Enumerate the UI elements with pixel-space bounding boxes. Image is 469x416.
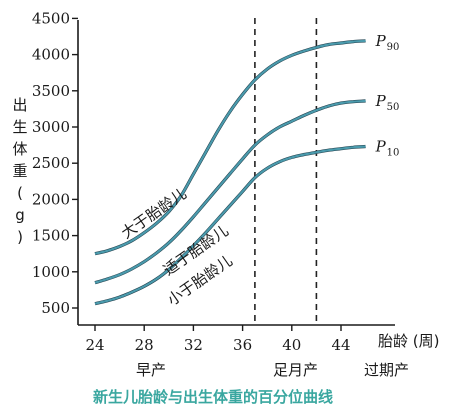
period-dividers bbox=[254, 18, 318, 325]
series-label-letter: P bbox=[375, 92, 387, 110]
y-tick-label: 2000 bbox=[32, 190, 70, 208]
y-axis-label-char: 出 bbox=[12, 96, 27, 114]
y-tick-label: 4000 bbox=[32, 46, 70, 64]
x-axis-label: 胎龄 (周) bbox=[378, 332, 439, 350]
y-tick-label: 2500 bbox=[32, 154, 70, 172]
x-ticks: 24 28 32 36 40 44 bbox=[85, 325, 351, 354]
period-label-term: 足月产 bbox=[273, 361, 318, 379]
y-ticks: 500 1000 1500 2000 2500 3000 3500 4000 4500 bbox=[32, 9, 78, 317]
series-label-p50: P 50 bbox=[375, 92, 400, 113]
series-label-p90: P 90 bbox=[375, 32, 400, 53]
y-tick-label: 500 bbox=[41, 299, 70, 317]
period-label-postterm: 过期产 bbox=[364, 361, 409, 379]
x-tick-label: 24 bbox=[85, 336, 104, 354]
y-tick-label: 3000 bbox=[32, 118, 70, 136]
x-tick-label: 32 bbox=[184, 336, 203, 354]
y-axis-label-char: ) bbox=[17, 228, 23, 246]
axes bbox=[77, 20, 395, 326]
y-axis-label-char: 体 bbox=[12, 140, 27, 158]
series-label-subscript: 10 bbox=[387, 148, 400, 159]
y-axis-label-char: ( bbox=[17, 184, 23, 202]
series-label-p10: P 10 bbox=[375, 138, 400, 159]
series-labels: P 90P 50P 10 bbox=[375, 32, 400, 159]
curve-p50 bbox=[94, 99, 366, 284]
percentile-curves bbox=[94, 39, 366, 306]
curve-outline-p50 bbox=[94, 99, 366, 285]
series-label-subscript: 50 bbox=[387, 102, 400, 113]
period-label-preterm: 早产 bbox=[136, 361, 166, 379]
series-label-letter: P bbox=[375, 138, 387, 156]
y-axis-label-char: 生 bbox=[12, 118, 27, 136]
curve-p10 bbox=[94, 145, 366, 305]
y-tick-label: 1000 bbox=[32, 263, 70, 281]
y-tick-label: 4500 bbox=[32, 9, 70, 27]
chart-caption: 新生儿胎龄与出生体重的百分位曲线 bbox=[93, 388, 333, 406]
series-label-subscript: 90 bbox=[387, 42, 400, 53]
x-tick-label: 40 bbox=[282, 336, 301, 354]
curve-p90 bbox=[94, 39, 366, 255]
x-tick-label: 36 bbox=[233, 336, 252, 354]
y-axis-label-char: 重 bbox=[12, 162, 27, 180]
x-tick-label: 44 bbox=[331, 336, 350, 354]
series-label-letter: P bbox=[375, 32, 387, 50]
y-tick-label: 1500 bbox=[32, 227, 70, 245]
y-tick-label: 3500 bbox=[32, 82, 70, 100]
y-axis-label: 出生体重 ( g) bbox=[12, 96, 27, 246]
x-tick-label: 28 bbox=[135, 336, 154, 354]
y-axis-label-char: g bbox=[15, 206, 25, 224]
